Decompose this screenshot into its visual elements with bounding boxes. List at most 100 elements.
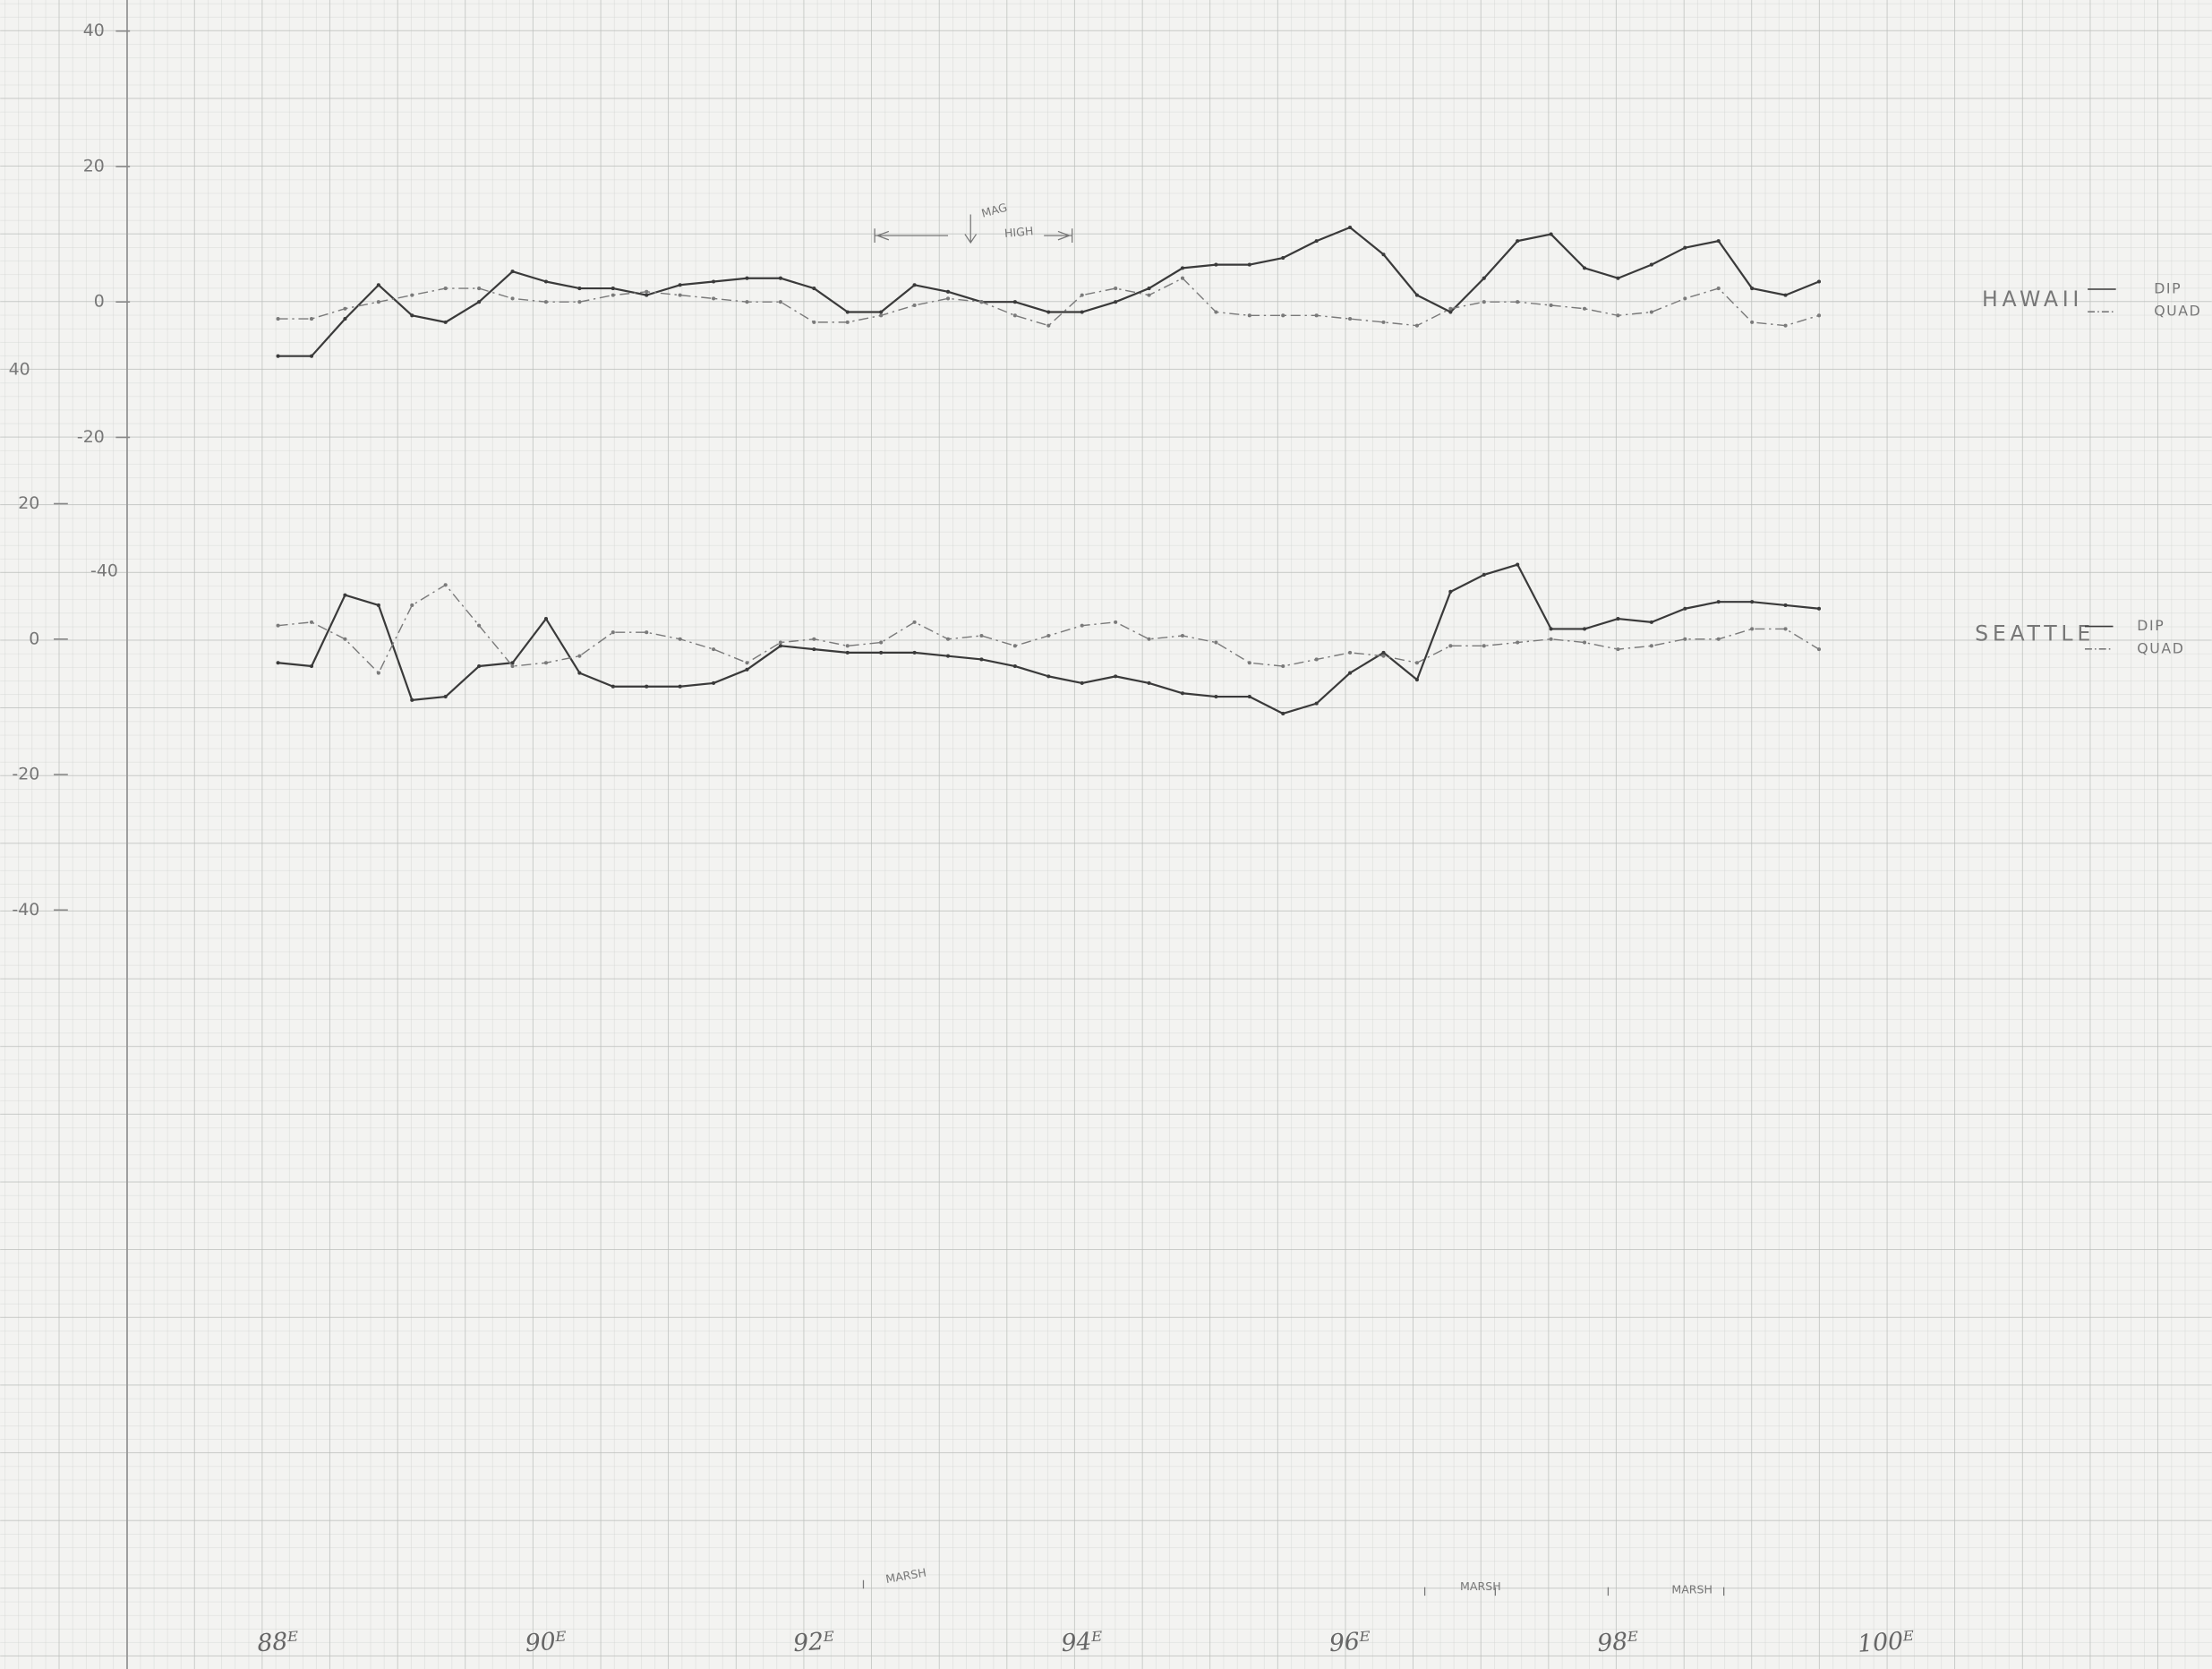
data-point bbox=[1348, 671, 1353, 675]
x-tick-label: 100ᴱ bbox=[1857, 1626, 1916, 1657]
data-point bbox=[812, 647, 816, 652]
data-point bbox=[410, 293, 414, 297]
data-point bbox=[343, 637, 347, 641]
data-point bbox=[1147, 680, 1151, 685]
data-point bbox=[477, 300, 482, 304]
data-point bbox=[1783, 293, 1788, 297]
annotation: MARSH bbox=[1671, 1582, 1712, 1596]
data-point bbox=[1314, 239, 1319, 244]
data-point bbox=[1381, 654, 1386, 658]
panel-title: HAWAII bbox=[1982, 287, 2083, 312]
data-point bbox=[1012, 300, 1017, 304]
data-point bbox=[309, 354, 314, 358]
data-point bbox=[1816, 279, 1822, 284]
data-point bbox=[1816, 606, 1822, 611]
legend-label: QUAD bbox=[2154, 303, 2201, 320]
data-point bbox=[343, 593, 347, 597]
data-point bbox=[1516, 562, 1520, 567]
data-point bbox=[1616, 617, 1620, 621]
data-point bbox=[1348, 650, 1353, 655]
data-point bbox=[1549, 303, 1553, 308]
data-point bbox=[979, 633, 984, 638]
data-point bbox=[1247, 661, 1251, 665]
data-point bbox=[443, 695, 448, 699]
data-point bbox=[1214, 640, 1218, 645]
data-point bbox=[945, 637, 951, 641]
data-point bbox=[1516, 640, 1520, 645]
data-point bbox=[1114, 300, 1118, 304]
data-point bbox=[1816, 313, 1822, 318]
data-point bbox=[543, 617, 549, 621]
data-point bbox=[1414, 323, 1419, 328]
data-point bbox=[543, 300, 549, 304]
legend-label: QUAD bbox=[2137, 639, 2184, 656]
data-point bbox=[778, 300, 782, 304]
data-point bbox=[1046, 674, 1051, 679]
data-point bbox=[1180, 276, 1185, 280]
y-tick-label: -20 bbox=[12, 765, 39, 784]
y-tick-label: 40 bbox=[83, 21, 105, 40]
data-point bbox=[309, 620, 314, 624]
data-point bbox=[543, 279, 549, 284]
data-point bbox=[912, 620, 917, 624]
data-point bbox=[1750, 600, 1755, 604]
data-point bbox=[1783, 603, 1788, 608]
data-point bbox=[745, 661, 749, 665]
data-point bbox=[812, 320, 816, 324]
data-point bbox=[477, 663, 482, 669]
annotation: MARSH bbox=[1460, 1579, 1501, 1593]
x-tick-label: 90ᴱ bbox=[525, 1627, 568, 1657]
data-point bbox=[745, 276, 749, 280]
data-point bbox=[1716, 287, 1721, 291]
data-point bbox=[1649, 644, 1653, 648]
data-point bbox=[1750, 287, 1755, 291]
data-point bbox=[745, 667, 749, 672]
data-point bbox=[1381, 320, 1386, 324]
x-tick-label: 98ᴱ bbox=[1596, 1627, 1640, 1657]
data-point bbox=[1281, 255, 1285, 261]
data-point bbox=[645, 630, 649, 635]
data-point bbox=[945, 289, 951, 294]
data-point bbox=[510, 270, 515, 274]
data-point bbox=[1616, 313, 1620, 318]
data-point bbox=[912, 283, 917, 287]
data-point bbox=[1616, 647, 1620, 652]
data-point bbox=[1582, 640, 1587, 645]
x-tick-label: 96ᴱ bbox=[1328, 1627, 1372, 1657]
data-point bbox=[1582, 627, 1587, 631]
data-point bbox=[1080, 623, 1084, 628]
y-tick-label: 20 bbox=[18, 493, 39, 513]
data-point bbox=[879, 650, 884, 655]
data-point bbox=[1314, 313, 1319, 318]
data-point bbox=[410, 698, 414, 702]
data-point bbox=[678, 293, 682, 297]
data-point bbox=[812, 637, 816, 641]
x-tick-label: 92ᴱ bbox=[792, 1627, 836, 1657]
data-point bbox=[778, 276, 782, 280]
data-point bbox=[945, 296, 951, 301]
data-point bbox=[1180, 691, 1185, 696]
data-point bbox=[343, 306, 347, 311]
data-point bbox=[712, 647, 716, 652]
data-point bbox=[1381, 252, 1386, 257]
data-point bbox=[276, 623, 280, 628]
data-point bbox=[1214, 695, 1218, 699]
data-point bbox=[1683, 296, 1687, 301]
marsh-markers bbox=[862, 1579, 1725, 1596]
data-point bbox=[912, 650, 917, 655]
data-point bbox=[1716, 637, 1721, 641]
data-point bbox=[1046, 633, 1051, 638]
data-point bbox=[1816, 647, 1822, 652]
data-point bbox=[276, 661, 280, 665]
data-point bbox=[1012, 313, 1017, 318]
y-tick-label: 0 bbox=[29, 629, 39, 648]
data-point bbox=[611, 684, 615, 689]
data-point bbox=[1482, 300, 1486, 304]
data-point bbox=[745, 300, 749, 304]
data-point bbox=[577, 300, 582, 304]
data-point bbox=[1649, 310, 1653, 314]
data-point bbox=[1616, 276, 1620, 280]
data-point bbox=[510, 663, 515, 669]
data-point bbox=[1448, 644, 1453, 648]
data-point bbox=[1381, 650, 1386, 655]
